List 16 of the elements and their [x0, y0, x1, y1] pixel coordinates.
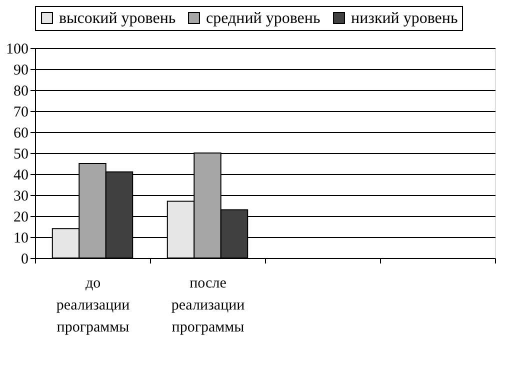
- y-tick-label: 20: [14, 210, 28, 226]
- x-tick-label: до реализации программы: [56, 276, 130, 336]
- y-tick-label: 60: [14, 126, 28, 142]
- legend-label: низкий уровень: [351, 10, 458, 27]
- y-tick-label: 50: [14, 146, 28, 162]
- y-tick-label: 90: [14, 62, 28, 78]
- legend-label: средний уровень: [206, 10, 320, 27]
- y-tick-label: 10: [14, 230, 28, 246]
- y-tick-label: 80: [14, 84, 28, 100]
- y-tick-label: 30: [14, 188, 28, 204]
- y-tick-label: 40: [14, 168, 28, 184]
- legend-label: высокий уровень: [59, 10, 176, 27]
- y-tick-label: 100: [6, 42, 28, 58]
- y-tick-label: 70: [14, 104, 28, 120]
- x-tick-label: после реализации программы: [171, 276, 245, 336]
- y-tick-label: 0: [21, 252, 28, 268]
